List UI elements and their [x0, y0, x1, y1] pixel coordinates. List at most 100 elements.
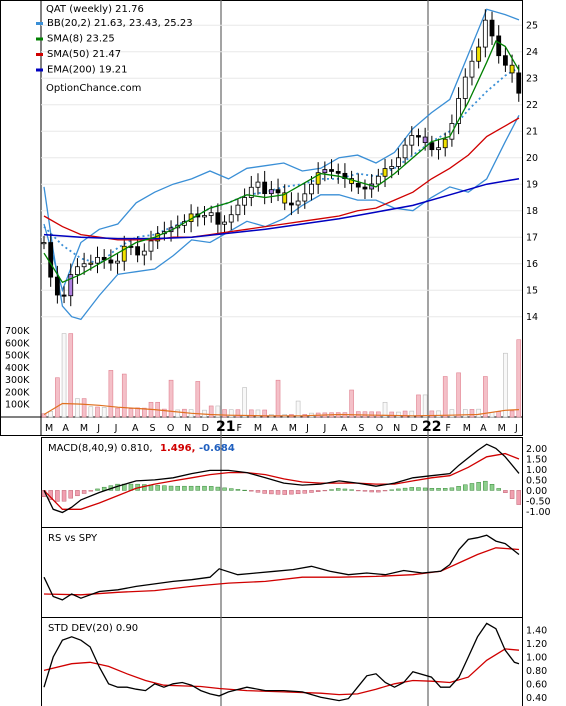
- month-label: N: [184, 423, 191, 434]
- volume-tick-label: 400K: [5, 363, 30, 374]
- legend-label: SMA(50) 21.47: [47, 49, 121, 60]
- macd-histogram-bar: [342, 488, 348, 491]
- candle-body: [115, 260, 120, 264]
- price-tick-label: 14: [526, 312, 538, 323]
- macd-histogram-bar: [483, 480, 488, 491]
- volume-average-line: [43, 402, 520, 417]
- volume-tick-label: 100K: [5, 400, 30, 411]
- volume-bar: [416, 394, 421, 418]
- rs-panel: [43, 534, 520, 601]
- macd-histogram-bar: [182, 485, 187, 491]
- macd-histogram-bar: [489, 484, 495, 491]
- price-tick-label: 17: [526, 233, 538, 244]
- candle-body: [95, 256, 100, 264]
- volume-bar: [503, 352, 508, 418]
- bb-mid-line: [43, 66, 520, 265]
- candle-body: [101, 256, 107, 261]
- volume-bar: [469, 409, 475, 418]
- macd-histogram-bar: [275, 490, 281, 495]
- volume-bar: [483, 376, 488, 418]
- price-tick-label: 24: [526, 47, 538, 58]
- price-tick-label: 19: [526, 180, 538, 191]
- stddev-tick-label: 1.00: [526, 652, 547, 663]
- candle-body: [315, 172, 321, 185]
- candle-body: [476, 46, 482, 62]
- macd-histogram-bar: [162, 485, 167, 491]
- candle-body: [48, 242, 54, 278]
- macd-histogram-bar: [208, 486, 214, 491]
- candle-body: [282, 192, 288, 204]
- volume-bar: [442, 376, 448, 418]
- month-label: J: [114, 423, 118, 434]
- month-label: O: [167, 423, 174, 434]
- volume-bar: [509, 410, 515, 418]
- year-label: 21: [216, 419, 235, 435]
- macd-histogram-bar: [496, 488, 501, 491]
- macd-histogram-bar: [95, 488, 100, 491]
- watermark: OptionChance.com: [46, 83, 141, 94]
- month-label: O: [376, 423, 383, 434]
- sma50-line: [43, 117, 520, 241]
- volume-bar: [456, 372, 461, 418]
- stddev-tick-label: 1.20: [526, 639, 547, 650]
- macd-histogram-bar: [429, 488, 435, 491]
- month-label: M: [45, 423, 53, 434]
- rs-line: [43, 534, 520, 601]
- legend-swatch: [36, 53, 43, 56]
- month-label: M: [80, 423, 88, 434]
- volume-bar: [208, 405, 214, 418]
- macd-histogram-bar: [382, 490, 388, 492]
- legend-label: BB(20,2) 21.63, 23.43, 25.23: [47, 18, 193, 29]
- volume-bar: [121, 373, 127, 418]
- macd-histogram-bar: [335, 488, 341, 491]
- macd-tick-label: 1.50: [526, 454, 547, 465]
- volume-bar: [255, 409, 261, 418]
- stddev-panel: [43, 622, 520, 702]
- stddev-tick-label: 0.40: [526, 693, 547, 704]
- macd-histogram-bar: [409, 487, 415, 491]
- macd-histogram-bar: [362, 490, 368, 492]
- candle-body: [88, 262, 94, 265]
- volume-bar: [162, 408, 167, 418]
- volume-tick-label: 700K: [5, 326, 30, 337]
- candle-body: [469, 60, 475, 78]
- volume-bars: [41, 333, 522, 418]
- legend-label: SMA(8) 23.25: [47, 34, 115, 45]
- macd-histogram-bar: [228, 488, 234, 491]
- volume-bar: [369, 411, 374, 418]
- candle-body: [68, 274, 74, 297]
- macd-histogram-bar: [516, 490, 522, 505]
- macd-tick-label: 0.00: [526, 486, 547, 497]
- month-label: M: [463, 423, 471, 434]
- volume-bar: [422, 394, 428, 418]
- candle-body: [141, 250, 147, 256]
- month-label: F: [236, 423, 241, 434]
- candle-body: [295, 200, 301, 206]
- macd-signal-line: [43, 452, 520, 510]
- candle-body: [382, 168, 388, 177]
- stddev-tick-label: 1.40: [526, 626, 547, 637]
- month-label: A: [62, 423, 69, 434]
- candle-body: [302, 193, 308, 202]
- macd-histogram-bar: [315, 490, 321, 492]
- candle-body: [355, 183, 361, 188]
- panel-frames: [0, 0, 523, 706]
- macd-histogram-bar: [302, 490, 308, 494]
- candle-body: [268, 189, 274, 195]
- year-label: 22: [422, 419, 441, 435]
- stddev-tick-label: 0.60: [526, 679, 547, 690]
- candle-body: [409, 135, 415, 146]
- candle-body: [108, 259, 114, 264]
- volume-bar: [235, 409, 241, 418]
- candle-body: [255, 181, 261, 188]
- macd-histogram-bar: [262, 490, 267, 494]
- macd-tick-label: 2.00: [526, 444, 547, 455]
- volume-bar: [242, 387, 247, 418]
- macd-histogram-bar: [242, 489, 247, 491]
- candle-body: [482, 19, 488, 48]
- macd-histogram-bar: [269, 490, 274, 495]
- macd-histogram-bar: [222, 487, 227, 491]
- candle-body: [436, 147, 441, 151]
- price-y-ticks: 25 24 23 22 21 20 19 18 17 16 15 14: [526, 21, 538, 324]
- candle-body: [516, 72, 522, 94]
